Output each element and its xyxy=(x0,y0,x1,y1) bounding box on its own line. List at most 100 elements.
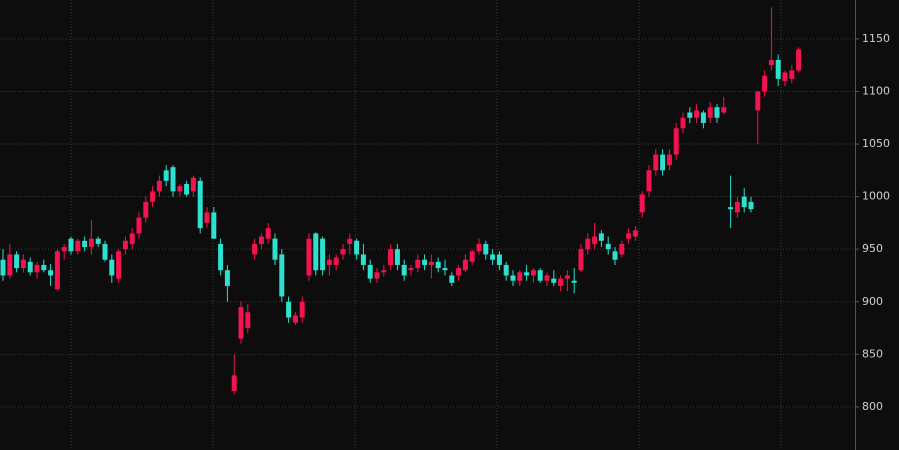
candle-body xyxy=(388,249,394,265)
candle-body xyxy=(68,238,74,252)
candle-body xyxy=(224,270,230,286)
candle-body xyxy=(367,264,373,279)
candle-body xyxy=(265,228,271,239)
candle-body xyxy=(177,186,183,192)
candle-body xyxy=(34,264,40,273)
time-grid xyxy=(70,0,782,450)
candle-body xyxy=(592,236,598,244)
candle-body xyxy=(789,70,795,79)
candle-body xyxy=(163,170,169,181)
candle-body xyxy=(116,251,122,279)
candle-body xyxy=(61,247,67,252)
candle-body xyxy=(422,259,428,265)
candle-body xyxy=(775,59,781,79)
candle-body xyxy=(258,236,264,244)
candle-body xyxy=(782,72,788,81)
candle-body xyxy=(7,254,13,276)
candle-body xyxy=(129,233,135,244)
candle-body xyxy=(102,243,108,260)
candle-body xyxy=(286,301,292,318)
candle-body xyxy=(714,107,720,118)
candle-body xyxy=(700,112,706,124)
candle-body xyxy=(170,167,176,192)
candle-body xyxy=(14,254,20,269)
candle-body xyxy=(728,207,734,210)
candle-body xyxy=(340,249,346,255)
candle-body xyxy=(571,280,577,283)
candle-body xyxy=(184,183,190,195)
candle-body xyxy=(748,201,754,210)
candle-body xyxy=(190,177,196,192)
candle-body xyxy=(605,243,611,250)
candle-body xyxy=(673,128,679,155)
candle-body xyxy=(524,272,530,276)
candle-body xyxy=(428,261,434,265)
y-tick-label: 1150 xyxy=(862,32,890,45)
candle-body xyxy=(381,270,387,273)
candle-body xyxy=(313,233,319,271)
candle-body xyxy=(694,110,700,118)
y-tick-label: 900 xyxy=(862,295,883,308)
candle-body xyxy=(612,251,618,260)
candle-body xyxy=(245,312,251,329)
y-tick-label: 950 xyxy=(862,242,883,255)
candle-body xyxy=(632,230,638,237)
candle-body xyxy=(707,107,713,118)
candle-body xyxy=(490,254,496,260)
candle-body xyxy=(660,154,666,171)
candle-body xyxy=(95,238,101,244)
candle-body xyxy=(360,254,366,265)
candle-body xyxy=(82,240,88,248)
candle-body xyxy=(320,238,326,271)
candle-body xyxy=(197,180,203,229)
candle-body xyxy=(347,238,353,244)
y-tick-label: 1000 xyxy=(862,190,890,203)
candle-body xyxy=(503,264,509,276)
candle-body xyxy=(558,278,564,286)
candle-body xyxy=(415,259,421,269)
candle-body xyxy=(755,91,761,111)
candle-body xyxy=(354,240,360,255)
candle-body xyxy=(456,268,462,276)
candle-body xyxy=(306,238,312,276)
candle-body xyxy=(585,238,591,250)
candle-body xyxy=(666,154,672,166)
candle-body xyxy=(20,259,26,269)
candle-body xyxy=(476,243,482,252)
candle-body xyxy=(333,257,339,265)
candle-body xyxy=(272,238,278,260)
y-tick-label: 1100 xyxy=(862,84,890,97)
candle-body xyxy=(646,170,652,192)
candle-body xyxy=(136,217,142,234)
candle-body xyxy=(680,117,686,129)
candle-body xyxy=(762,75,768,92)
candle-body xyxy=(796,49,802,71)
candle-body xyxy=(768,59,774,66)
candle-body xyxy=(408,268,414,271)
candle-body xyxy=(326,259,332,265)
candle-body xyxy=(75,240,81,252)
candle-body xyxy=(54,251,60,290)
candle-body xyxy=(653,154,659,171)
y-tick-label: 1050 xyxy=(862,137,890,150)
candle-body xyxy=(143,201,149,218)
candle-body xyxy=(530,270,536,276)
candle-body xyxy=(27,261,33,273)
candle-body xyxy=(517,272,523,281)
candle-body xyxy=(449,275,455,283)
candle-body xyxy=(626,233,632,239)
candle-body xyxy=(469,251,475,262)
candle-body xyxy=(510,275,516,281)
candle-body xyxy=(578,249,584,271)
y-tick-label: 800 xyxy=(862,400,883,413)
candle-body xyxy=(231,375,237,392)
candle-body xyxy=(544,275,550,281)
candle-body xyxy=(41,264,47,271)
candle-body xyxy=(598,233,604,241)
candle-body xyxy=(109,259,115,276)
candle-body xyxy=(462,259,468,271)
y-tick-label: 850 xyxy=(862,347,883,360)
candle-body xyxy=(551,278,557,283)
